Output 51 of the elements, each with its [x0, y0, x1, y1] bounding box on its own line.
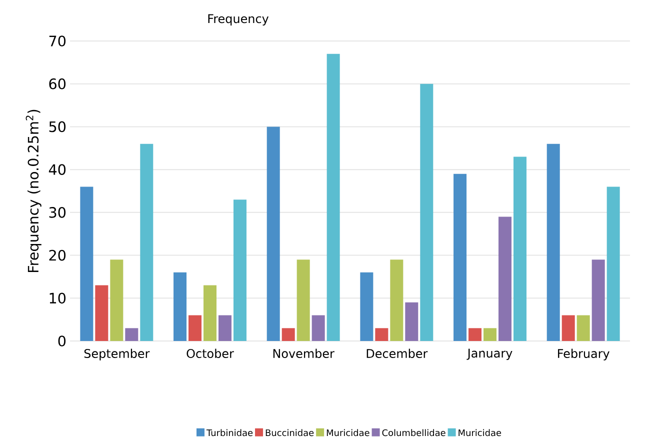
legend-label: Turbinidae	[206, 429, 253, 436]
bar	[80, 186, 94, 341]
bar	[312, 315, 325, 341]
bar	[218, 315, 232, 341]
legend-label: Muricidae	[458, 429, 502, 436]
bar	[606, 186, 620, 341]
legend-label: Muricidae	[326, 429, 370, 436]
y-tick-label: 70	[49, 36, 66, 46]
bar	[233, 200, 246, 341]
chart-title: Frequency	[208, 14, 269, 26]
bar	[454, 174, 467, 341]
bar	[576, 315, 590, 341]
y-tick-label: 40	[48, 164, 66, 175]
y-axis-title: Frequency (no.0.25m$^{2}$)	[26, 110, 42, 272]
bar	[546, 144, 560, 341]
x-tick-label: September	[84, 348, 150, 360]
bar	[326, 54, 340, 341]
bar	[498, 216, 512, 341]
bar	[188, 315, 202, 341]
bar	[110, 260, 124, 341]
y-tick-label: 10	[50, 292, 66, 304]
legend-label: Buccinidae	[266, 429, 314, 436]
y-tick-label: 0	[58, 336, 66, 346]
x-tick-label: February	[558, 348, 610, 360]
y-tick-label: 50	[49, 121, 66, 132]
x-tick-label: November	[273, 348, 334, 358]
bar	[125, 328, 138, 341]
y-tick-label: 60	[49, 78, 66, 90]
y-tick-label: 30	[49, 207, 66, 218]
bar	[140, 144, 154, 341]
x-tick-label: January	[466, 348, 512, 360]
bar	[296, 260, 310, 341]
bar	[468, 328, 482, 341]
bar	[360, 272, 374, 341]
bar	[562, 315, 575, 341]
x-tick-label: December	[366, 348, 428, 358]
bar	[204, 285, 216, 341]
x-tick-label: October	[186, 348, 234, 358]
legend-label: Columbellidae	[382, 429, 446, 436]
bar	[420, 84, 434, 341]
y-tick-label: 20	[49, 250, 66, 261]
bar	[390, 260, 404, 341]
bar	[405, 302, 418, 341]
bar	[375, 328, 388, 341]
bar	[174, 272, 187, 341]
bar	[592, 260, 605, 341]
bar	[513, 156, 526, 341]
bar	[484, 328, 497, 341]
bar	[282, 328, 295, 341]
bar	[266, 126, 280, 341]
bar	[95, 285, 108, 341]
